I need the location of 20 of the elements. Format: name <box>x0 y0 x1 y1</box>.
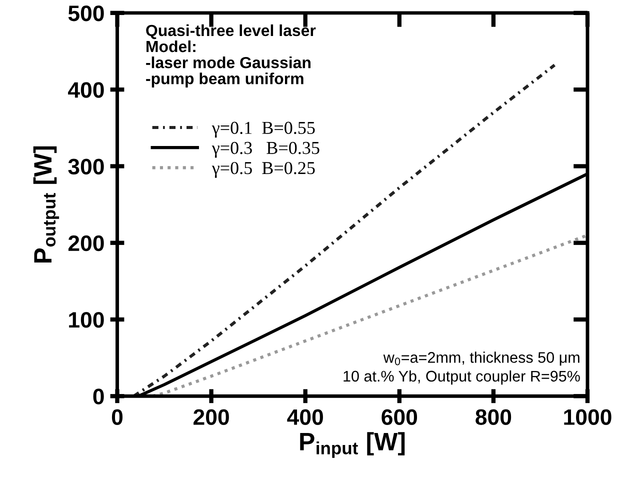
line-series <box>150 234 588 396</box>
x-tick-label: 0 <box>112 409 123 425</box>
y-tick-label: 400 <box>68 82 104 98</box>
y-axis-title: P$_{output}$ [W] <box>33 146 60 262</box>
y-tick-label: 200 <box>68 235 104 252</box>
y-tick-label: 300 <box>68 158 104 175</box>
y-tick-label: 500 <box>68 5 104 22</box>
annotation: w$_{0}$=a=2mm, thickness 50 μm 10 at.% Yb, Output coupler R=95% <box>344 352 580 385</box>
y-tick-label: 0 <box>93 388 104 404</box>
x-tick-label: 200 <box>194 409 229 425</box>
legend-label: γ=0.1 B=0.55 <box>212 122 315 138</box>
x-axis-title: P$_{input}$ [W] <box>300 432 405 458</box>
annotation: Quasi-three level laser Model: -laser mode Gaussian -pump beam uniform <box>146 24 316 88</box>
x-tick-label: 800 <box>476 409 512 425</box>
x-tick-label: 600 <box>382 409 418 425</box>
x-tick-label: 400 <box>287 409 323 425</box>
y-tick-label: 100 <box>69 312 104 328</box>
legend-label: γ=0.5 B=0.25 <box>212 162 315 178</box>
x-tick-label: 1000 <box>564 409 612 425</box>
legend-label: γ=0.3 B=0.35 <box>212 142 320 158</box>
